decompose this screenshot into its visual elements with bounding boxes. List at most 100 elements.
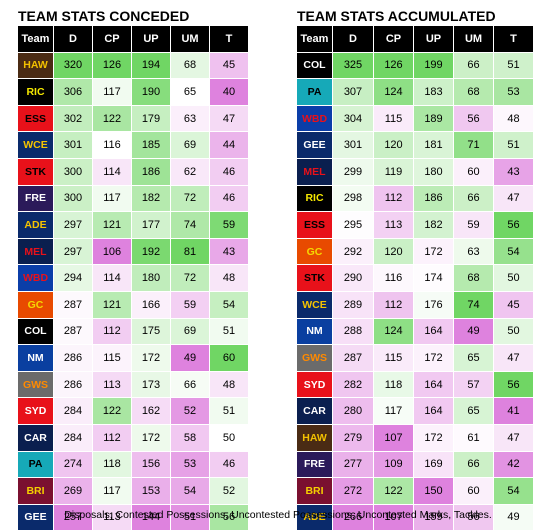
stat-d-cell: 299 — [333, 158, 374, 186]
stat-t-cell: 54 — [210, 291, 249, 319]
header-team: Team — [18, 26, 54, 53]
stat-up-cell: 169 — [414, 451, 454, 479]
stat-d-cell: 284 — [54, 398, 93, 425]
header-um: UM — [454, 26, 494, 53]
stat-d-cell: 290 — [333, 265, 374, 292]
stat-cp-cell: 114 — [93, 158, 132, 186]
stat-cp-cell: 117 — [93, 79, 132, 106]
stat-cp-cell: 112 — [93, 318, 132, 346]
stat-d-cell: 282 — [333, 371, 374, 399]
team-badge: WCE — [297, 291, 333, 319]
stat-cp-cell: 115 — [93, 345, 132, 372]
stat-um-cell: 58 — [171, 424, 210, 452]
stat-d-cell: 306 — [54, 79, 93, 106]
stat-up-cell: 166 — [132, 291, 171, 319]
stat-um-cell: 59 — [454, 212, 494, 239]
team-badge: MEL — [297, 158, 333, 186]
stat-d-cell: 287 — [333, 345, 374, 372]
team-row: ESS 295 113 182 59 56 — [297, 212, 534, 239]
stat-t-cell: 47 — [494, 185, 534, 213]
stat-d-cell: 297 — [54, 238, 93, 266]
header-up: UP — [132, 26, 171, 53]
stat-cp-cell: 126 — [93, 52, 132, 80]
stat-up-cell: 185 — [132, 132, 171, 159]
team-row: FRE 277 109 169 66 42 — [297, 451, 534, 479]
stat-cp-cell: 112 — [374, 291, 414, 319]
team-badge: RIC — [297, 185, 333, 213]
stat-d-cell: 292 — [333, 238, 374, 266]
stat-um-cell: 56 — [454, 105, 494, 133]
team-row: BRI 272 122 150 60 54 — [297, 478, 534, 505]
team-badge: NM — [297, 318, 333, 346]
stat-cp-cell: 116 — [93, 132, 132, 159]
stat-um-cell: 66 — [454, 451, 494, 479]
stat-d-cell: 320 — [54, 52, 93, 80]
team-badge: WCE — [18, 132, 54, 159]
team-badge: BRI — [297, 478, 333, 505]
stat-cp-cell: 122 — [93, 105, 132, 133]
stat-um-cell: 52 — [171, 398, 210, 425]
team-row: RIC 306 117 190 65 40 — [18, 79, 249, 106]
stat-up-cell: 172 — [132, 424, 171, 452]
stat-d-cell: 294 — [54, 265, 93, 292]
stat-cp-cell: 126 — [374, 52, 414, 80]
header-up: UP — [414, 26, 454, 53]
stat-um-cell: 63 — [454, 238, 494, 266]
stat-t-cell: 43 — [494, 158, 534, 186]
stat-cp-cell: 124 — [374, 318, 414, 346]
stat-um-cell: 54 — [171, 478, 210, 505]
team-row: PA 307 124 183 68 53 — [297, 79, 534, 106]
stat-t-cell: 53 — [494, 79, 534, 106]
stat-d-cell: 280 — [333, 398, 374, 425]
stat-t-cell: 59 — [210, 212, 249, 239]
stat-up-cell: 162 — [132, 398, 171, 425]
stat-um-cell: 72 — [171, 265, 210, 292]
stat-t-cell: 44 — [210, 132, 249, 159]
stat-d-cell: 307 — [333, 79, 374, 106]
stat-up-cell: 190 — [132, 79, 171, 106]
stat-up-cell: 175 — [132, 318, 171, 346]
stat-cp-cell: 122 — [93, 398, 132, 425]
team-badge: FRE — [297, 451, 333, 479]
stat-t-cell: 48 — [210, 371, 249, 399]
header-cp: CP — [374, 26, 414, 53]
stat-d-cell: 286 — [54, 345, 93, 372]
stat-cp-cell: 122 — [374, 478, 414, 505]
header-d: D — [333, 26, 374, 53]
stat-t-cell: 45 — [494, 291, 534, 319]
team-badge: BRI — [18, 478, 54, 505]
stat-cp-cell: 112 — [374, 185, 414, 213]
stat-up-cell: 180 — [414, 158, 454, 186]
stat-t-cell: 51 — [494, 132, 534, 159]
stat-up-cell: 172 — [132, 345, 171, 372]
team-row: ADE 297 121 177 74 59 — [18, 212, 249, 239]
stat-um-cell: 68 — [454, 79, 494, 106]
team-row: PA 274 118 156 53 46 — [18, 451, 249, 479]
team-badge: FRE — [18, 185, 54, 213]
team-row: SYD 282 118 164 57 56 — [297, 371, 534, 399]
stat-t-cell: 41 — [494, 398, 534, 425]
stat-t-cell: 51 — [494, 52, 534, 80]
stat-um-cell: 69 — [171, 132, 210, 159]
team-badge: STK — [18, 158, 54, 186]
header-um: UM — [171, 26, 210, 53]
stat-up-cell: 164 — [414, 398, 454, 425]
stat-up-cell: 180 — [132, 265, 171, 292]
stat-um-cell: 60 — [454, 158, 494, 186]
stat-up-cell: 174 — [414, 265, 454, 292]
stat-cp-cell: 115 — [374, 345, 414, 372]
stat-um-cell: 62 — [171, 158, 210, 186]
stat-t-cell: 56 — [494, 371, 534, 399]
stat-um-cell: 49 — [171, 345, 210, 372]
stat-um-cell: 57 — [454, 371, 494, 399]
stat-t-cell: 60 — [210, 345, 249, 372]
stat-d-cell: 298 — [333, 185, 374, 213]
stat-d-cell: 286 — [54, 371, 93, 399]
stat-um-cell: 63 — [171, 105, 210, 133]
stat-cp-cell: 117 — [93, 478, 132, 505]
stat-t-cell: 47 — [494, 424, 534, 452]
team-badge: CAR — [297, 398, 333, 425]
stat-d-cell: 301 — [333, 132, 374, 159]
team-badge: COL — [297, 52, 333, 80]
team-row: MEL 297 106 192 81 43 — [18, 238, 249, 266]
